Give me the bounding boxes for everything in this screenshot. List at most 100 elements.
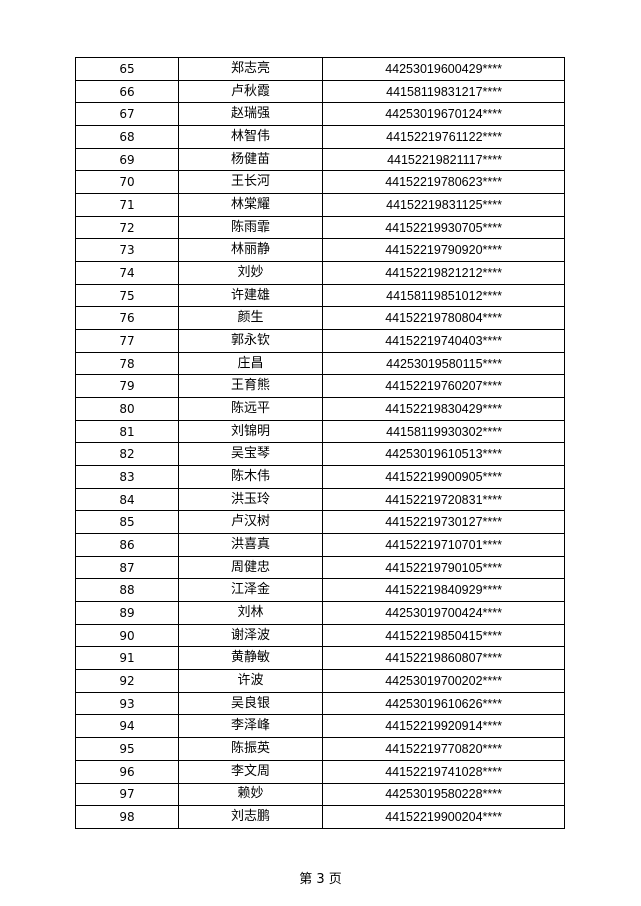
table-row: 98 刘志鹏 44152219900204****	[75, 805, 565, 829]
table-row: 71 林棠耀 44152219831125****	[75, 193, 565, 217]
id-number-cell: 44152219821212****	[322, 261, 565, 285]
name-cell: 谢泽波	[178, 623, 323, 648]
name-cell: 卢汉树	[178, 510, 323, 535]
id-number-cell: 44152219780804****	[322, 306, 565, 331]
name-cell: 许波	[178, 669, 323, 693]
table-row: 82 吴宝琴 44253019610513****	[75, 442, 565, 467]
name-cell: 刘林	[178, 601, 323, 625]
name-cell: 周健忠	[178, 555, 323, 580]
table-row: 81 刘锦明 44158119930302****	[75, 419, 565, 444]
row-number-cell: 69	[75, 147, 179, 172]
id-number-cell: 44152219860807****	[322, 646, 565, 671]
table-row: 66 卢秋霞 44158119831217****	[75, 79, 565, 104]
name-cell: 陈振英	[178, 737, 323, 761]
table-row: 90 谢泽波 44152219850415****	[75, 623, 565, 648]
id-number-cell: 44152219920914****	[322, 714, 565, 739]
row-number-cell: 98	[75, 805, 179, 829]
name-cell: 刘锦明	[178, 419, 323, 444]
table-row: 68 林智伟 44152219761122****	[75, 125, 565, 149]
id-number-cell: 44152219720831****	[322, 487, 565, 512]
row-number-cell: 87	[75, 555, 179, 580]
name-cell: 卢秋霞	[178, 79, 323, 104]
row-number-cell: 65	[75, 57, 179, 81]
id-number-cell: 44152219780623****	[322, 170, 565, 195]
table-row: 80 陈远平 44152219830429****	[75, 397, 565, 421]
id-number-cell: 44253019580228****	[322, 782, 565, 807]
name-cell: 林丽静	[178, 238, 323, 263]
name-cell: 吴良银	[178, 691, 323, 716]
row-number-cell: 94	[75, 714, 179, 739]
table-row: 97 赖妙 44253019580228****	[75, 782, 565, 807]
row-number-cell: 72	[75, 215, 179, 240]
row-number-cell: 88	[75, 578, 179, 603]
table-row: 85 卢汉树 44152219730127****	[75, 510, 565, 535]
row-number-cell: 68	[75, 125, 179, 149]
id-number-cell: 44253019700202****	[322, 669, 565, 693]
row-number-cell: 75	[75, 283, 179, 308]
name-cell: 洪玉玲	[178, 487, 323, 512]
row-number-cell: 77	[75, 329, 179, 353]
id-number-cell: 44253019670124****	[322, 102, 565, 127]
table-row: 92 许波 44253019700202****	[75, 669, 565, 693]
table-row: 73 林丽静 44152219790920****	[75, 238, 565, 263]
id-number-cell: 44152219740403****	[322, 329, 565, 353]
row-number-cell: 80	[75, 397, 179, 421]
table-row: 70 王长河 44152219780623****	[75, 170, 565, 195]
table-row: 76 颜生 44152219780804****	[75, 306, 565, 331]
row-number-cell: 76	[75, 306, 179, 331]
row-number-cell: 95	[75, 737, 179, 761]
id-number-cell: 44152219770820****	[322, 737, 565, 761]
id-number-cell: 44253019610626****	[322, 691, 565, 716]
id-number-cell: 44152219850415****	[322, 623, 565, 648]
id-number-cell: 44152219790920****	[322, 238, 565, 263]
id-number-cell: 44253019700424****	[322, 601, 565, 625]
table-row: 72 陈雨霏 44152219930705****	[75, 215, 565, 240]
id-number-cell: 44152219930705****	[322, 215, 565, 240]
name-cell: 江泽金	[178, 578, 323, 603]
name-cell: 郭永钦	[178, 329, 323, 353]
id-number-cell: 44152219710701****	[322, 533, 565, 557]
row-number-cell: 86	[75, 533, 179, 557]
row-number-cell: 74	[75, 261, 179, 285]
name-cell: 赖妙	[178, 782, 323, 807]
roster-table: 65 郑志亮 44253019600429**** 66 卢秋霞 441581198312…	[75, 57, 565, 829]
id-number-cell: 44253019610513****	[322, 442, 565, 467]
id-number-cell: 44152219821117****	[322, 147, 565, 172]
row-number-cell: 83	[75, 465, 179, 489]
row-number-cell: 79	[75, 374, 179, 399]
table-row: 95 陈振英 44152219770820****	[75, 737, 565, 761]
row-number-cell: 71	[75, 193, 179, 217]
name-cell: 李泽峰	[178, 714, 323, 739]
name-cell: 颜生	[178, 306, 323, 331]
row-number-cell: 81	[75, 419, 179, 444]
table-row: 65 郑志亮 44253019600429****	[75, 57, 565, 81]
table-row: 67 赵瑞强 44253019670124****	[75, 102, 565, 127]
row-number-cell: 73	[75, 238, 179, 263]
table-row: 78 庄昌 44253019580115****	[75, 351, 565, 376]
name-cell: 洪喜真	[178, 533, 323, 557]
name-cell: 陈木伟	[178, 465, 323, 489]
row-number-cell: 90	[75, 623, 179, 648]
table-row: 69 杨健苗 44152219821117****	[75, 147, 565, 172]
row-number-cell: 82	[75, 442, 179, 467]
id-number-cell: 44152219760207****	[322, 374, 565, 399]
name-cell: 吴宝琴	[178, 442, 323, 467]
name-cell: 王育熊	[178, 374, 323, 399]
table-row: 79 王育熊 44152219760207****	[75, 374, 565, 399]
row-number-cell: 66	[75, 79, 179, 104]
row-number-cell: 97	[75, 782, 179, 807]
row-number-cell: 92	[75, 669, 179, 693]
id-number-cell: 44152219761122****	[322, 125, 565, 149]
table-row: 94 李泽峰 44152219920914****	[75, 714, 565, 739]
row-number-cell: 93	[75, 691, 179, 716]
id-number-cell: 44152219830429****	[322, 397, 565, 421]
table-row: 88 江泽金 44152219840929****	[75, 578, 565, 603]
id-number-cell: 44152219790105****	[322, 555, 565, 580]
name-cell: 王长河	[178, 170, 323, 195]
row-number-cell: 89	[75, 601, 179, 625]
id-number-cell: 44158119851012****	[322, 283, 565, 308]
name-cell: 陈远平	[178, 397, 323, 421]
table-row: 89 刘林 44253019700424****	[75, 601, 565, 625]
name-cell: 林智伟	[178, 125, 323, 149]
name-cell: 杨健苗	[178, 147, 323, 172]
